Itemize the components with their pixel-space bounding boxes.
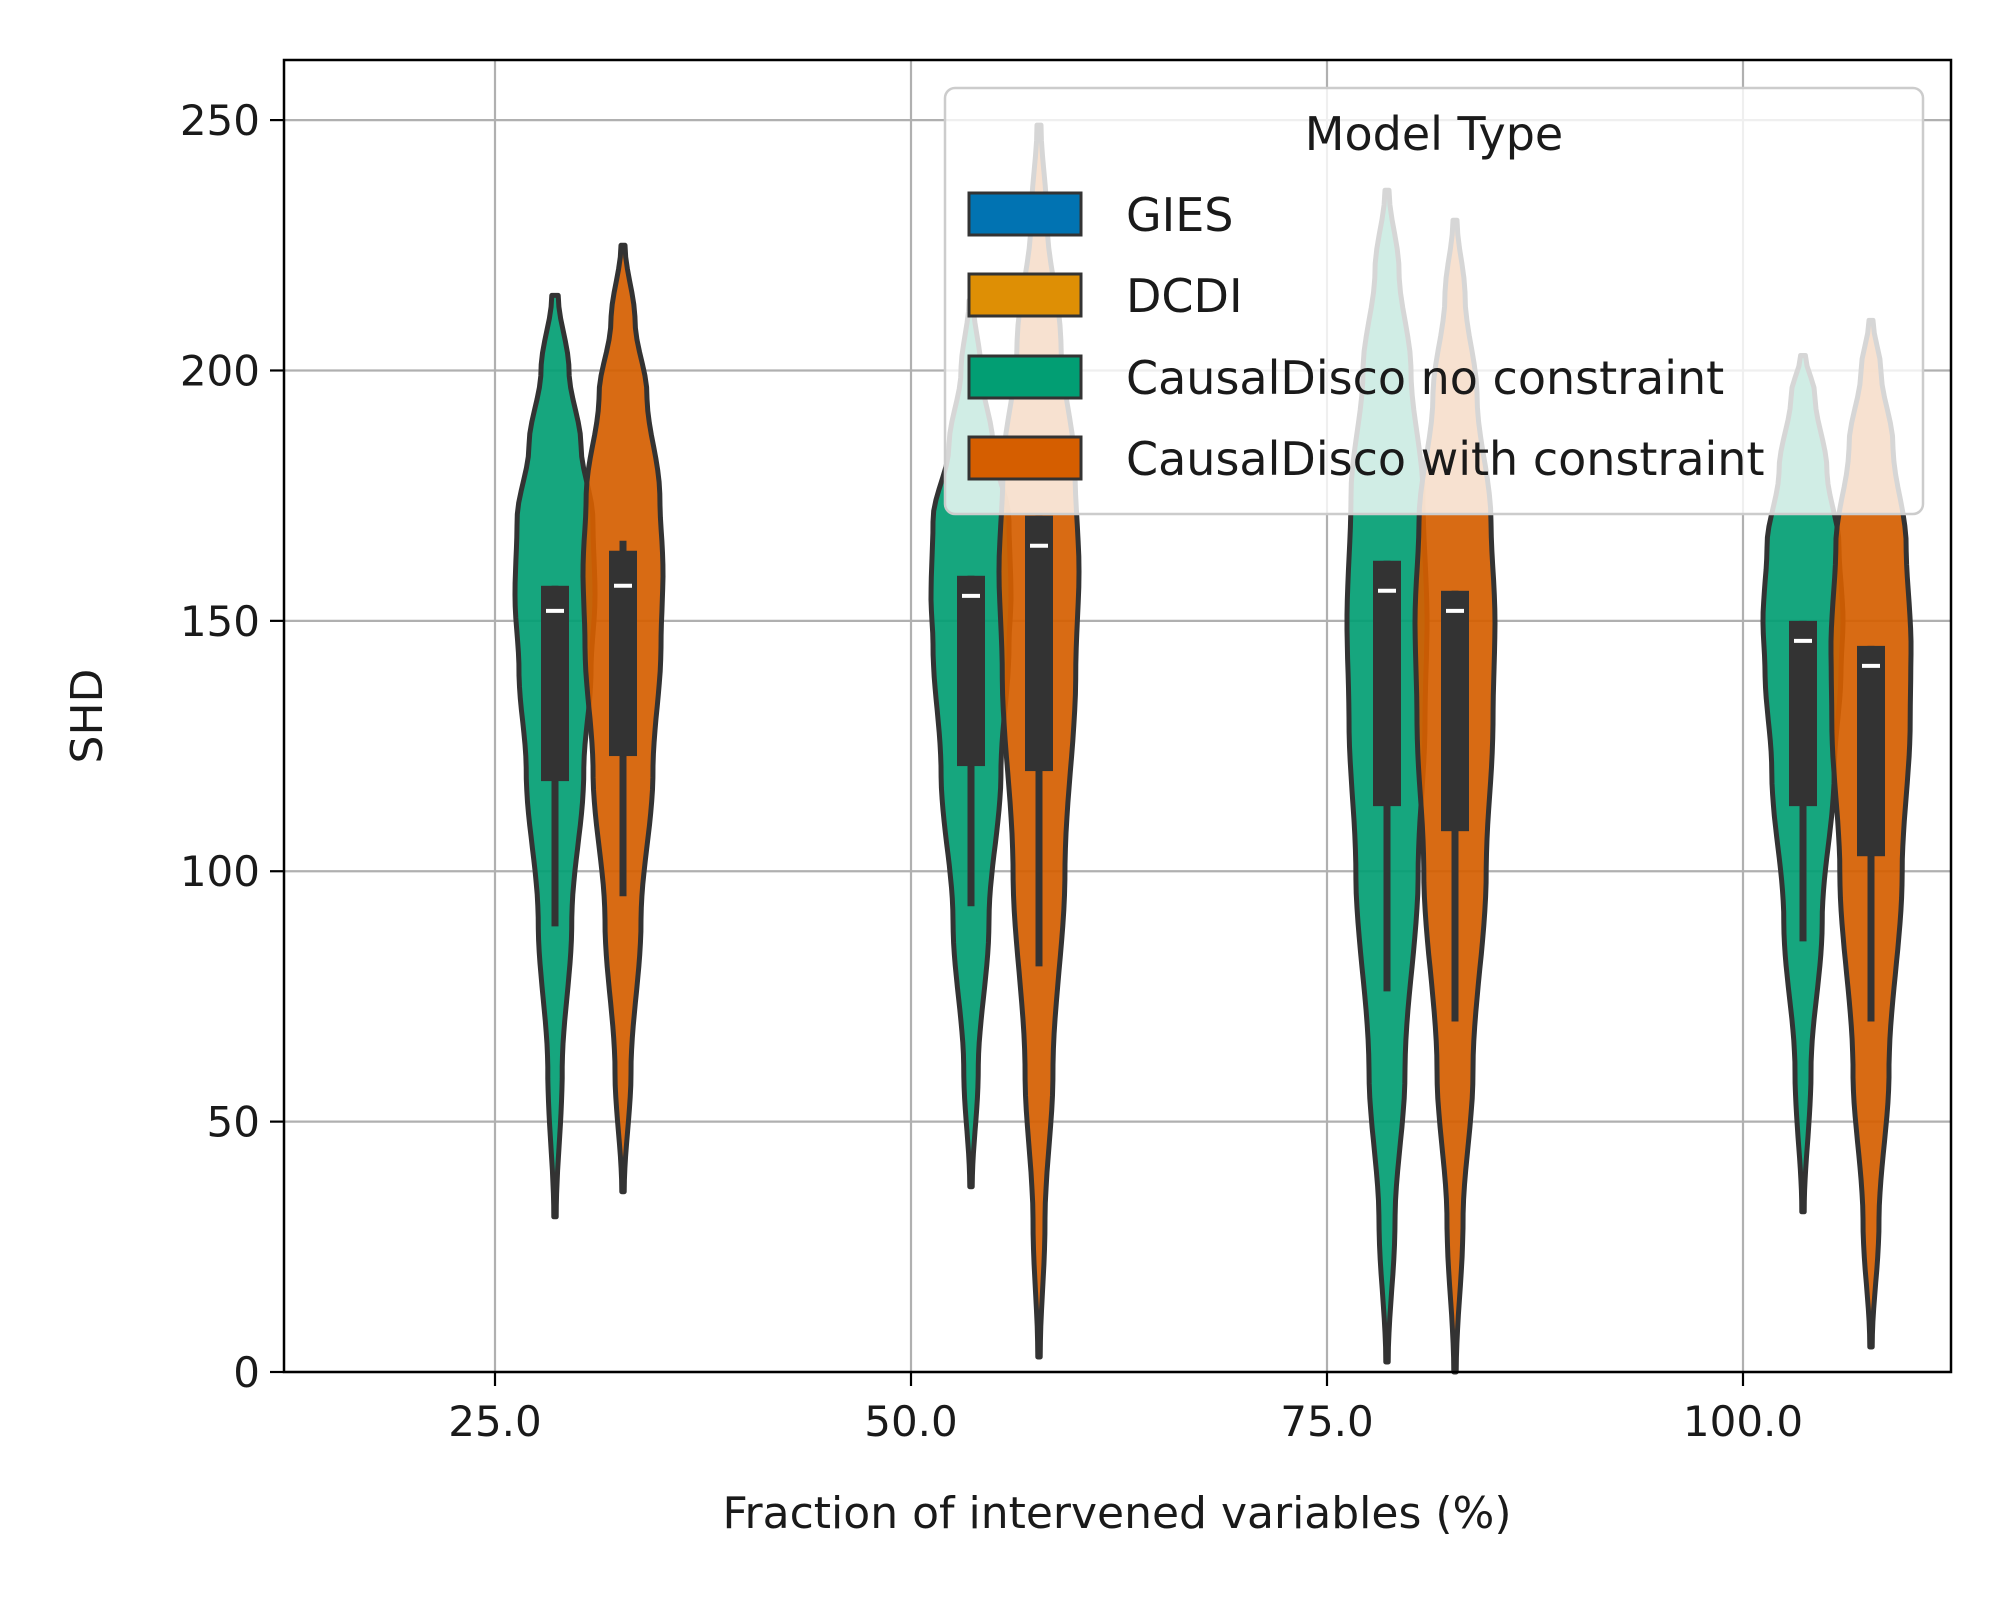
legend-swatch-causaldisco-no-constraint	[967, 354, 1083, 400]
x-tick-label: 50.0	[864, 1397, 958, 1446]
y-tick-label: 150	[180, 597, 260, 646]
violin-iqr-box	[1441, 590, 1469, 832]
violin-iqr-box	[609, 550, 637, 757]
violin-iqr-box	[1373, 560, 1401, 807]
legend-swatch-causaldisco-with-constraint	[967, 435, 1083, 481]
violin-causaldisco-with-constraint-25.0	[580, 242, 666, 1195]
x-tick-label: 100.0	[1683, 1397, 1803, 1446]
plot-frame	[282, 58, 1953, 1374]
violin-causaldisco-no-constraint-25.0	[512, 292, 598, 1220]
x-tick-label: 75.0	[1280, 1397, 1374, 1446]
legend: Model Type GIES DCDI CausalDisco no cons…	[943, 86, 1925, 516]
legend-label-causaldisco-no-constraint: CausalDisco no constraint	[1126, 351, 1724, 405]
violin-iqr-box	[541, 585, 569, 782]
legend-label-causaldisco-with-constraint: CausalDisco with constraint	[1126, 432, 1765, 486]
violin-iqr-box	[1025, 515, 1053, 772]
legend-box	[943, 86, 1925, 516]
y-tick-label: 0	[233, 1348, 260, 1397]
legend-swatch-dcdi	[967, 272, 1083, 318]
legend-swatch-gies	[967, 191, 1083, 237]
x-axis-label: Fraction of intervened variables (%)	[722, 1488, 1511, 1539]
y-axis-label: SHD	[62, 669, 113, 764]
x-tick-label: 25.0	[448, 1397, 542, 1446]
legend-title: Model Type	[1305, 107, 1563, 161]
violin-iqr-box	[957, 575, 985, 767]
y-tick-label: 50	[207, 1098, 260, 1147]
y-tick-label: 250	[180, 96, 260, 145]
y-tick-label: 200	[180, 346, 260, 395]
violin-iqr-box	[1857, 645, 1885, 857]
violin-iqr-box	[1789, 620, 1817, 807]
y-tick-label: 100	[180, 847, 260, 896]
axis-ticks: 0 50 100 150 200 250 25.0 50.0 75.0 100.0	[180, 96, 1803, 1446]
legend-label-dcdi: DCDI	[1126, 269, 1243, 323]
legend-label-gies: GIES	[1126, 188, 1233, 242]
